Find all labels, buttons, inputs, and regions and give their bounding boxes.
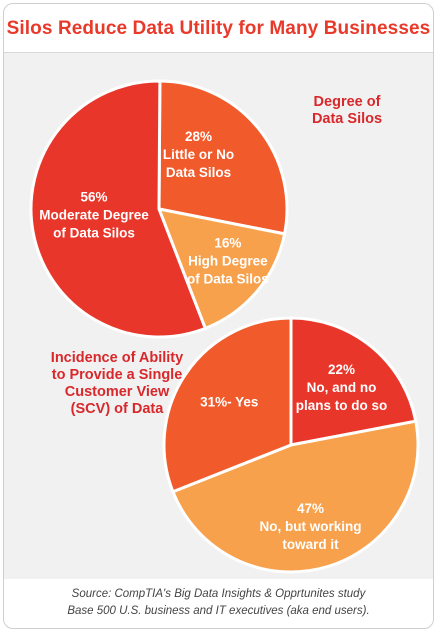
silos-pie-slice bbox=[157, 207, 287, 330]
scv-slice-label: No, and no bbox=[307, 380, 377, 395]
pie-charts: 28% Little or No Data Silos 16% High Degree o… bbox=[29, 79, 420, 574]
scv-slice-label: 31%- Yes bbox=[200, 395, 258, 410]
scv-pie-slice bbox=[289, 316, 418, 447]
scv-pie-slice bbox=[162, 316, 293, 494]
degree-caption: Degree of Data Silos bbox=[302, 94, 392, 128]
infographic-card: Silos Reduce Data Utility for Many Busin… bbox=[3, 3, 434, 629]
silos-slice-label: of Data Silos bbox=[187, 272, 269, 287]
chart-title: Silos Reduce Data Utility for Many Busin… bbox=[6, 18, 431, 39]
silos-slice-label: 56% bbox=[80, 189, 107, 204]
scv-caption: Incidence of Ability to Provide a Single… bbox=[22, 350, 212, 418]
scv-slice-label: 22% bbox=[328, 362, 355, 377]
silos-slice-label: 16% bbox=[214, 236, 241, 251]
scv-caption-line: to Provide a Single bbox=[51, 367, 183, 383]
silos-slice-label: Little or No bbox=[163, 147, 234, 162]
source-note: Source: CompTIA's Big Data Insights & Op… bbox=[4, 586, 433, 620]
source-line: Base 500 U.S. business and IT executives… bbox=[67, 605, 370, 617]
scv-caption-line: Incidence of Ability bbox=[50, 350, 184, 366]
scv-slice-label: toward it bbox=[282, 537, 339, 552]
source-line: Source: CompTIA's Big Data Insights & Op… bbox=[71, 588, 366, 600]
silos-slice-label: Data Silos bbox=[166, 165, 231, 180]
silos-slice-label: High Degree bbox=[188, 254, 268, 269]
scv-pie-slice bbox=[171, 419, 420, 574]
silos-pie-slice bbox=[29, 79, 207, 339]
scv-slice-label: 47% bbox=[297, 501, 324, 516]
degree-caption-line: Degree of bbox=[313, 94, 381, 110]
degree-caption-line: Data Silos bbox=[311, 111, 383, 127]
scv-caption-line: Customer View bbox=[64, 384, 170, 400]
silos-slice-label: Moderate Degree bbox=[39, 207, 149, 222]
silos-pie-slice bbox=[157, 79, 289, 236]
silos-slice-label: 28% bbox=[185, 129, 212, 144]
silos-slice-label: of Data Silos bbox=[53, 225, 135, 240]
scv-caption-line: (SCV) of Data bbox=[70, 401, 164, 417]
scv-slice-label: No, but working bbox=[259, 519, 361, 534]
scv-slice-label: plans to do so bbox=[296, 398, 388, 413]
title-divider bbox=[4, 52, 433, 53]
